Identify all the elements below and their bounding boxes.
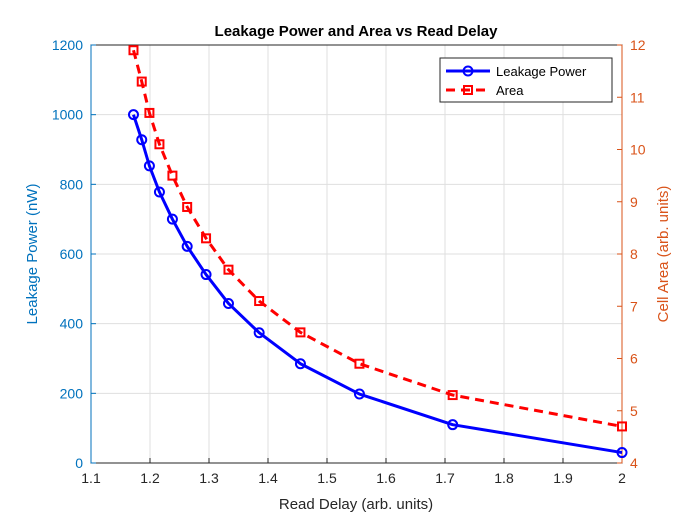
- y-axis-right-label: Cell Area (arb. units): [655, 186, 672, 323]
- x-tick-label: 1.9: [553, 470, 573, 486]
- data-point-area: [128, 45, 139, 56]
- y-right-tick-label: 12: [630, 37, 646, 53]
- data-point-area: [254, 296, 265, 307]
- y-right-tick-label: 8: [630, 246, 638, 262]
- data-point-area: [201, 233, 212, 244]
- data-point-area: [136, 76, 147, 87]
- legend-label-area: Area: [496, 83, 524, 98]
- series-layer: [127, 45, 628, 459]
- legend: Leakage Power Area: [439, 57, 613, 103]
- x-tick-label: 1.5: [317, 470, 337, 486]
- x-tick-label: 1.4: [258, 470, 278, 486]
- x-tick-label: 1.3: [199, 470, 219, 486]
- y-right-tick-label: 10: [630, 142, 646, 158]
- data-point-area: [295, 327, 306, 338]
- data-point-leakage-power: [447, 419, 459, 431]
- data-point-leakage-power: [166, 213, 178, 225]
- data-point-leakage-power: [143, 160, 155, 172]
- data-point-leakage-power: [153, 186, 165, 198]
- chart-title: Leakage Power and Area vs Read Delay: [215, 23, 499, 40]
- y-right-tick-label: 4: [630, 455, 638, 471]
- data-point-area: [154, 139, 165, 150]
- data-point-area: [447, 390, 458, 401]
- y-axis-left-label: Leakage Power (nW): [24, 184, 41, 325]
- data-point-leakage-power: [222, 297, 234, 309]
- legend-label-leakage-power: Leakage Power: [496, 64, 587, 79]
- series-line-area: [132, 49, 623, 428]
- data-point-leakage-power: [181, 240, 193, 252]
- legend-marker-area: [463, 85, 473, 95]
- x-tick-label: 1.6: [376, 470, 396, 486]
- data-point-area: [354, 358, 365, 369]
- series-line-leakage-power: [132, 114, 623, 455]
- data-point-leakage-power: [294, 358, 306, 370]
- y-left-tick-label: 1200: [52, 37, 83, 53]
- data-point-leakage-power: [127, 109, 139, 121]
- x-tick-label: 1.7: [435, 470, 455, 486]
- data-point-area: [167, 170, 178, 181]
- data-point-area: [223, 264, 234, 275]
- y-left-tick-label: 600: [60, 246, 84, 262]
- x-tick-label: 1.8: [494, 470, 514, 486]
- y-right-tick-label: 6: [630, 351, 638, 367]
- y-left-tick-label: 0: [75, 455, 83, 471]
- x-axis-label: Read Delay (arb. units): [279, 496, 433, 513]
- y-right-tick-label: 5: [630, 403, 638, 419]
- y-left-tick-label: 200: [60, 385, 84, 401]
- axis-ticks: 1.1 1.2 1.3 1.4 1.5 1.6 1.7 1.8 1.9 2 0 200 400 600 80…: [52, 37, 646, 486]
- x-tick-label: 2: [618, 470, 626, 486]
- data-point-area: [182, 201, 193, 212]
- data-point-area: [617, 421, 627, 432]
- data-point-leakage-power: [253, 327, 265, 339]
- y-left-tick-label: 800: [60, 176, 84, 192]
- y-right-tick-label: 9: [630, 194, 638, 210]
- y-left-tick-label: 400: [60, 316, 84, 332]
- data-point-leakage-power: [353, 388, 365, 400]
- data-point-area: [144, 107, 155, 118]
- data-point-leakage-power: [136, 134, 148, 146]
- y-right-tick-label: 11: [630, 89, 645, 105]
- y-left-tick-label: 1000: [52, 107, 83, 123]
- y-right-tick-label: 7: [630, 298, 638, 314]
- data-point-leakage-power: [616, 447, 628, 459]
- x-tick-label: 1.1: [81, 470, 101, 486]
- x-tick-label: 1.2: [140, 470, 160, 486]
- legend-marker-leakage-power: [462, 65, 474, 77]
- data-point-leakage-power: [200, 269, 212, 281]
